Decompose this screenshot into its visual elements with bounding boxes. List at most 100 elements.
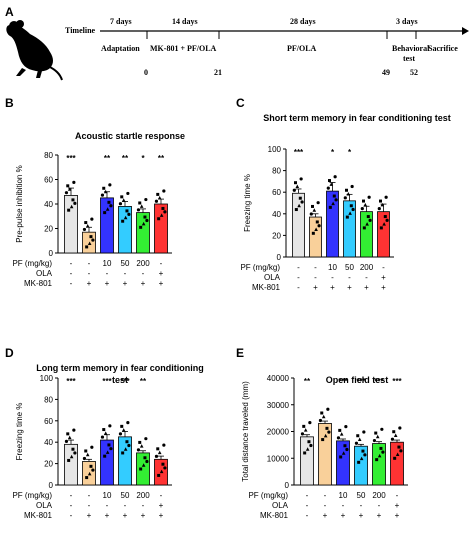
data-point xyxy=(138,440,142,444)
chart-c-title: Short term memory in fear conditioning t… xyxy=(263,113,451,123)
data-point xyxy=(302,424,306,428)
data-point xyxy=(398,426,402,430)
y-tick-label: 100 xyxy=(268,145,282,154)
data-point xyxy=(343,196,347,200)
bar xyxy=(136,212,150,254)
data-point xyxy=(123,215,128,220)
data-point xyxy=(141,463,146,467)
condition-value: + xyxy=(87,511,92,520)
condition-value: + xyxy=(377,511,382,520)
data-point xyxy=(67,435,72,440)
data-point xyxy=(71,198,75,202)
data-point xyxy=(356,434,360,438)
condition-value: - xyxy=(314,263,317,272)
condition-value: - xyxy=(160,259,163,268)
data-point xyxy=(361,449,365,453)
data-point xyxy=(120,424,124,428)
data-point xyxy=(161,206,165,210)
data-point xyxy=(85,452,90,457)
data-point xyxy=(64,439,69,443)
condition-row-label: OLA xyxy=(36,269,53,278)
data-point xyxy=(363,202,368,207)
data-point xyxy=(85,476,89,480)
condition-value: + xyxy=(123,511,128,520)
data-point xyxy=(154,199,159,203)
condition-row-label: MK-801 xyxy=(24,279,53,288)
data-point xyxy=(159,469,164,474)
data-point xyxy=(121,219,125,223)
y-tick-label: 60 xyxy=(44,417,53,426)
significance-label: * xyxy=(141,154,145,163)
significance-label: ** xyxy=(304,377,311,386)
data-point xyxy=(69,454,74,459)
condition-row-label: MK-801 xyxy=(24,511,53,520)
data-point xyxy=(349,204,353,208)
data-point xyxy=(395,452,400,457)
data-point xyxy=(102,428,106,432)
data-point xyxy=(316,201,320,205)
y-tick-label: 60 xyxy=(272,188,281,197)
condition-value: - xyxy=(314,273,317,282)
chart-d-title: Long term memory in fear conditioning te… xyxy=(36,363,204,385)
condition-value: + xyxy=(105,279,110,288)
data-point xyxy=(393,456,397,460)
data-point xyxy=(105,450,110,454)
significance-label: ** xyxy=(104,154,111,163)
condition-value: + xyxy=(123,279,128,288)
significance-label: * xyxy=(348,148,352,157)
data-point xyxy=(299,177,303,181)
data-point xyxy=(297,203,301,208)
data-point xyxy=(384,195,388,199)
data-point xyxy=(108,424,112,428)
data-point xyxy=(381,450,385,454)
data-point xyxy=(328,179,331,183)
data-point xyxy=(341,451,346,455)
data-point xyxy=(323,433,328,438)
data-point xyxy=(125,440,129,444)
condition-value: 50 xyxy=(121,491,130,500)
condition-value: - xyxy=(70,501,73,510)
data-point xyxy=(326,186,330,190)
data-point xyxy=(308,421,312,425)
data-point xyxy=(312,208,317,212)
condition-value: - xyxy=(88,269,91,278)
condition-value: - xyxy=(342,501,345,510)
data-point xyxy=(372,438,377,443)
data-point xyxy=(317,224,321,228)
data-point xyxy=(366,215,370,219)
data-point xyxy=(102,186,106,190)
data-point xyxy=(90,445,94,449)
bar xyxy=(354,445,368,486)
significance-label: *** xyxy=(66,377,76,386)
data-point xyxy=(346,192,351,196)
data-point xyxy=(339,455,343,459)
data-point xyxy=(311,231,315,235)
data-point xyxy=(72,180,76,184)
condition-row-label: PF (mg/kg) xyxy=(12,259,52,268)
day-0: 0 xyxy=(144,68,148,77)
data-point xyxy=(303,428,308,432)
y-tick-label: 60 xyxy=(44,176,53,185)
phase-pf-ola: PF/OLA xyxy=(287,44,317,53)
significance-label: ** xyxy=(122,154,129,163)
data-point xyxy=(139,467,143,471)
condition-value: - xyxy=(324,501,327,510)
condition-value: 50 xyxy=(357,491,366,500)
data-point xyxy=(89,235,93,239)
data-point xyxy=(374,431,378,435)
condition-value: + xyxy=(159,279,164,288)
condition-value: - xyxy=(70,491,73,500)
data-point xyxy=(84,449,88,453)
data-point xyxy=(344,425,348,429)
bar xyxy=(309,216,322,258)
data-point xyxy=(379,226,383,230)
y-tick-label: 20000 xyxy=(267,428,290,437)
data-point xyxy=(380,202,385,207)
condition-value: - xyxy=(306,491,309,500)
condition-value: + xyxy=(381,283,386,292)
data-point xyxy=(292,188,296,192)
data-point xyxy=(345,215,349,219)
data-point xyxy=(126,191,130,196)
